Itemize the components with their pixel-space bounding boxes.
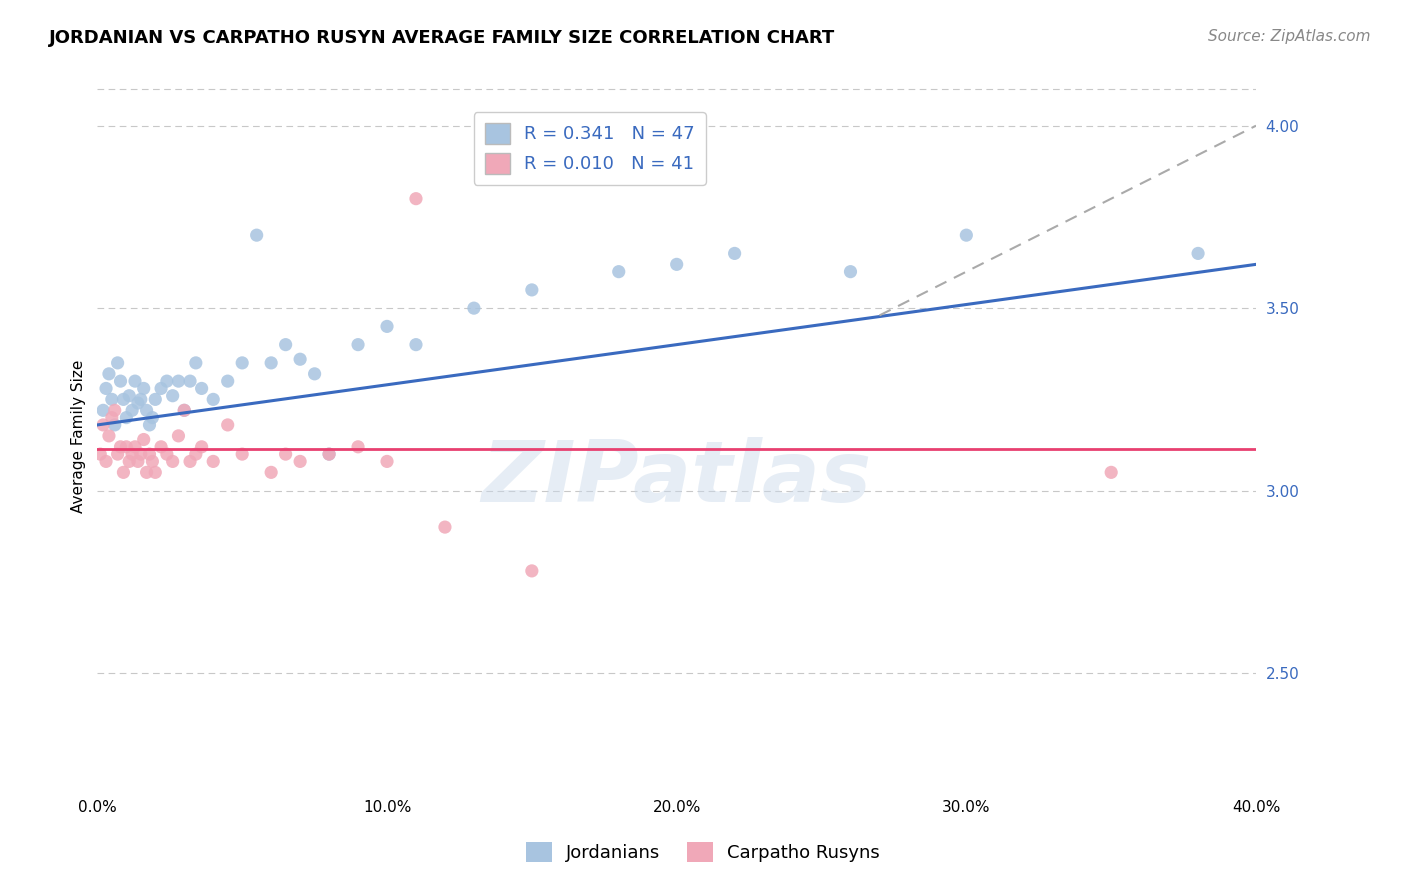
Point xyxy=(97,367,120,381)
Point xyxy=(179,454,201,468)
Point xyxy=(288,454,311,468)
Point xyxy=(723,246,745,260)
Point xyxy=(107,447,129,461)
Point xyxy=(121,403,143,417)
Point xyxy=(184,447,207,461)
Point xyxy=(138,447,160,461)
Point xyxy=(135,466,157,480)
Point xyxy=(190,381,212,395)
Point xyxy=(110,440,132,454)
Point xyxy=(202,454,225,468)
Point xyxy=(94,381,117,395)
Point xyxy=(274,337,297,351)
Point xyxy=(839,265,862,279)
Point xyxy=(167,374,190,388)
Point xyxy=(217,417,239,432)
Point xyxy=(118,454,141,468)
Point xyxy=(143,466,166,480)
Point xyxy=(115,410,138,425)
Point xyxy=(375,319,398,334)
Point xyxy=(231,447,253,461)
Point xyxy=(162,389,184,403)
Point xyxy=(433,520,456,534)
Point xyxy=(231,356,253,370)
Point xyxy=(179,374,201,388)
Point xyxy=(124,374,146,388)
Point xyxy=(94,454,117,468)
Point xyxy=(150,381,173,395)
Point xyxy=(167,429,190,443)
Point xyxy=(347,337,370,351)
Point xyxy=(104,417,127,432)
Text: ZIPatlas: ZIPatlas xyxy=(482,437,872,520)
Point xyxy=(129,392,152,407)
Point xyxy=(115,440,138,454)
Point xyxy=(288,352,311,367)
Point xyxy=(101,392,124,407)
Point xyxy=(274,447,297,461)
Point xyxy=(110,374,132,388)
Point xyxy=(89,447,111,461)
Point xyxy=(127,396,149,410)
Point xyxy=(91,417,114,432)
Point xyxy=(141,454,163,468)
Point xyxy=(101,410,124,425)
Point xyxy=(405,337,427,351)
Point xyxy=(124,440,146,454)
Point xyxy=(150,440,173,454)
Point xyxy=(304,367,326,381)
Point xyxy=(127,454,149,468)
Point xyxy=(184,356,207,370)
Point xyxy=(135,403,157,417)
Point xyxy=(129,447,152,461)
Point xyxy=(190,440,212,454)
Point xyxy=(173,403,195,417)
Point xyxy=(143,392,166,407)
Point xyxy=(520,564,543,578)
Point xyxy=(132,381,155,395)
Point xyxy=(156,447,179,461)
Point xyxy=(91,403,114,417)
Point xyxy=(162,454,184,468)
Point xyxy=(118,389,141,403)
Point xyxy=(202,392,225,407)
Y-axis label: Average Family Size: Average Family Size xyxy=(72,359,86,513)
Point xyxy=(141,410,163,425)
Point xyxy=(1099,466,1122,480)
Point xyxy=(463,301,485,315)
Point xyxy=(520,283,543,297)
Point xyxy=(132,433,155,447)
Point xyxy=(121,447,143,461)
Point xyxy=(173,403,195,417)
Point xyxy=(104,403,127,417)
Text: JORDANIAN VS CARPATHO RUSYN AVERAGE FAMILY SIZE CORRELATION CHART: JORDANIAN VS CARPATHO RUSYN AVERAGE FAMI… xyxy=(49,29,835,46)
Legend: Jordanians, Carpatho Rusyns: Jordanians, Carpatho Rusyns xyxy=(519,834,887,870)
Point xyxy=(260,466,283,480)
Point xyxy=(260,356,283,370)
Point xyxy=(665,257,688,271)
Point xyxy=(955,228,977,243)
Point xyxy=(405,192,427,206)
Point xyxy=(107,356,129,370)
Point xyxy=(138,417,160,432)
Point xyxy=(156,374,179,388)
Point xyxy=(318,447,340,461)
Point xyxy=(217,374,239,388)
Point xyxy=(1187,246,1209,260)
Point xyxy=(246,228,269,243)
Point xyxy=(607,265,630,279)
Text: Source: ZipAtlas.com: Source: ZipAtlas.com xyxy=(1208,29,1371,44)
Point xyxy=(112,466,135,480)
Point xyxy=(97,429,120,443)
Point xyxy=(112,392,135,407)
Legend: R = 0.341   N = 47, R = 0.010   N = 41: R = 0.341 N = 47, R = 0.010 N = 41 xyxy=(474,112,706,185)
Point xyxy=(375,454,398,468)
Point xyxy=(347,440,370,454)
Point xyxy=(318,447,340,461)
